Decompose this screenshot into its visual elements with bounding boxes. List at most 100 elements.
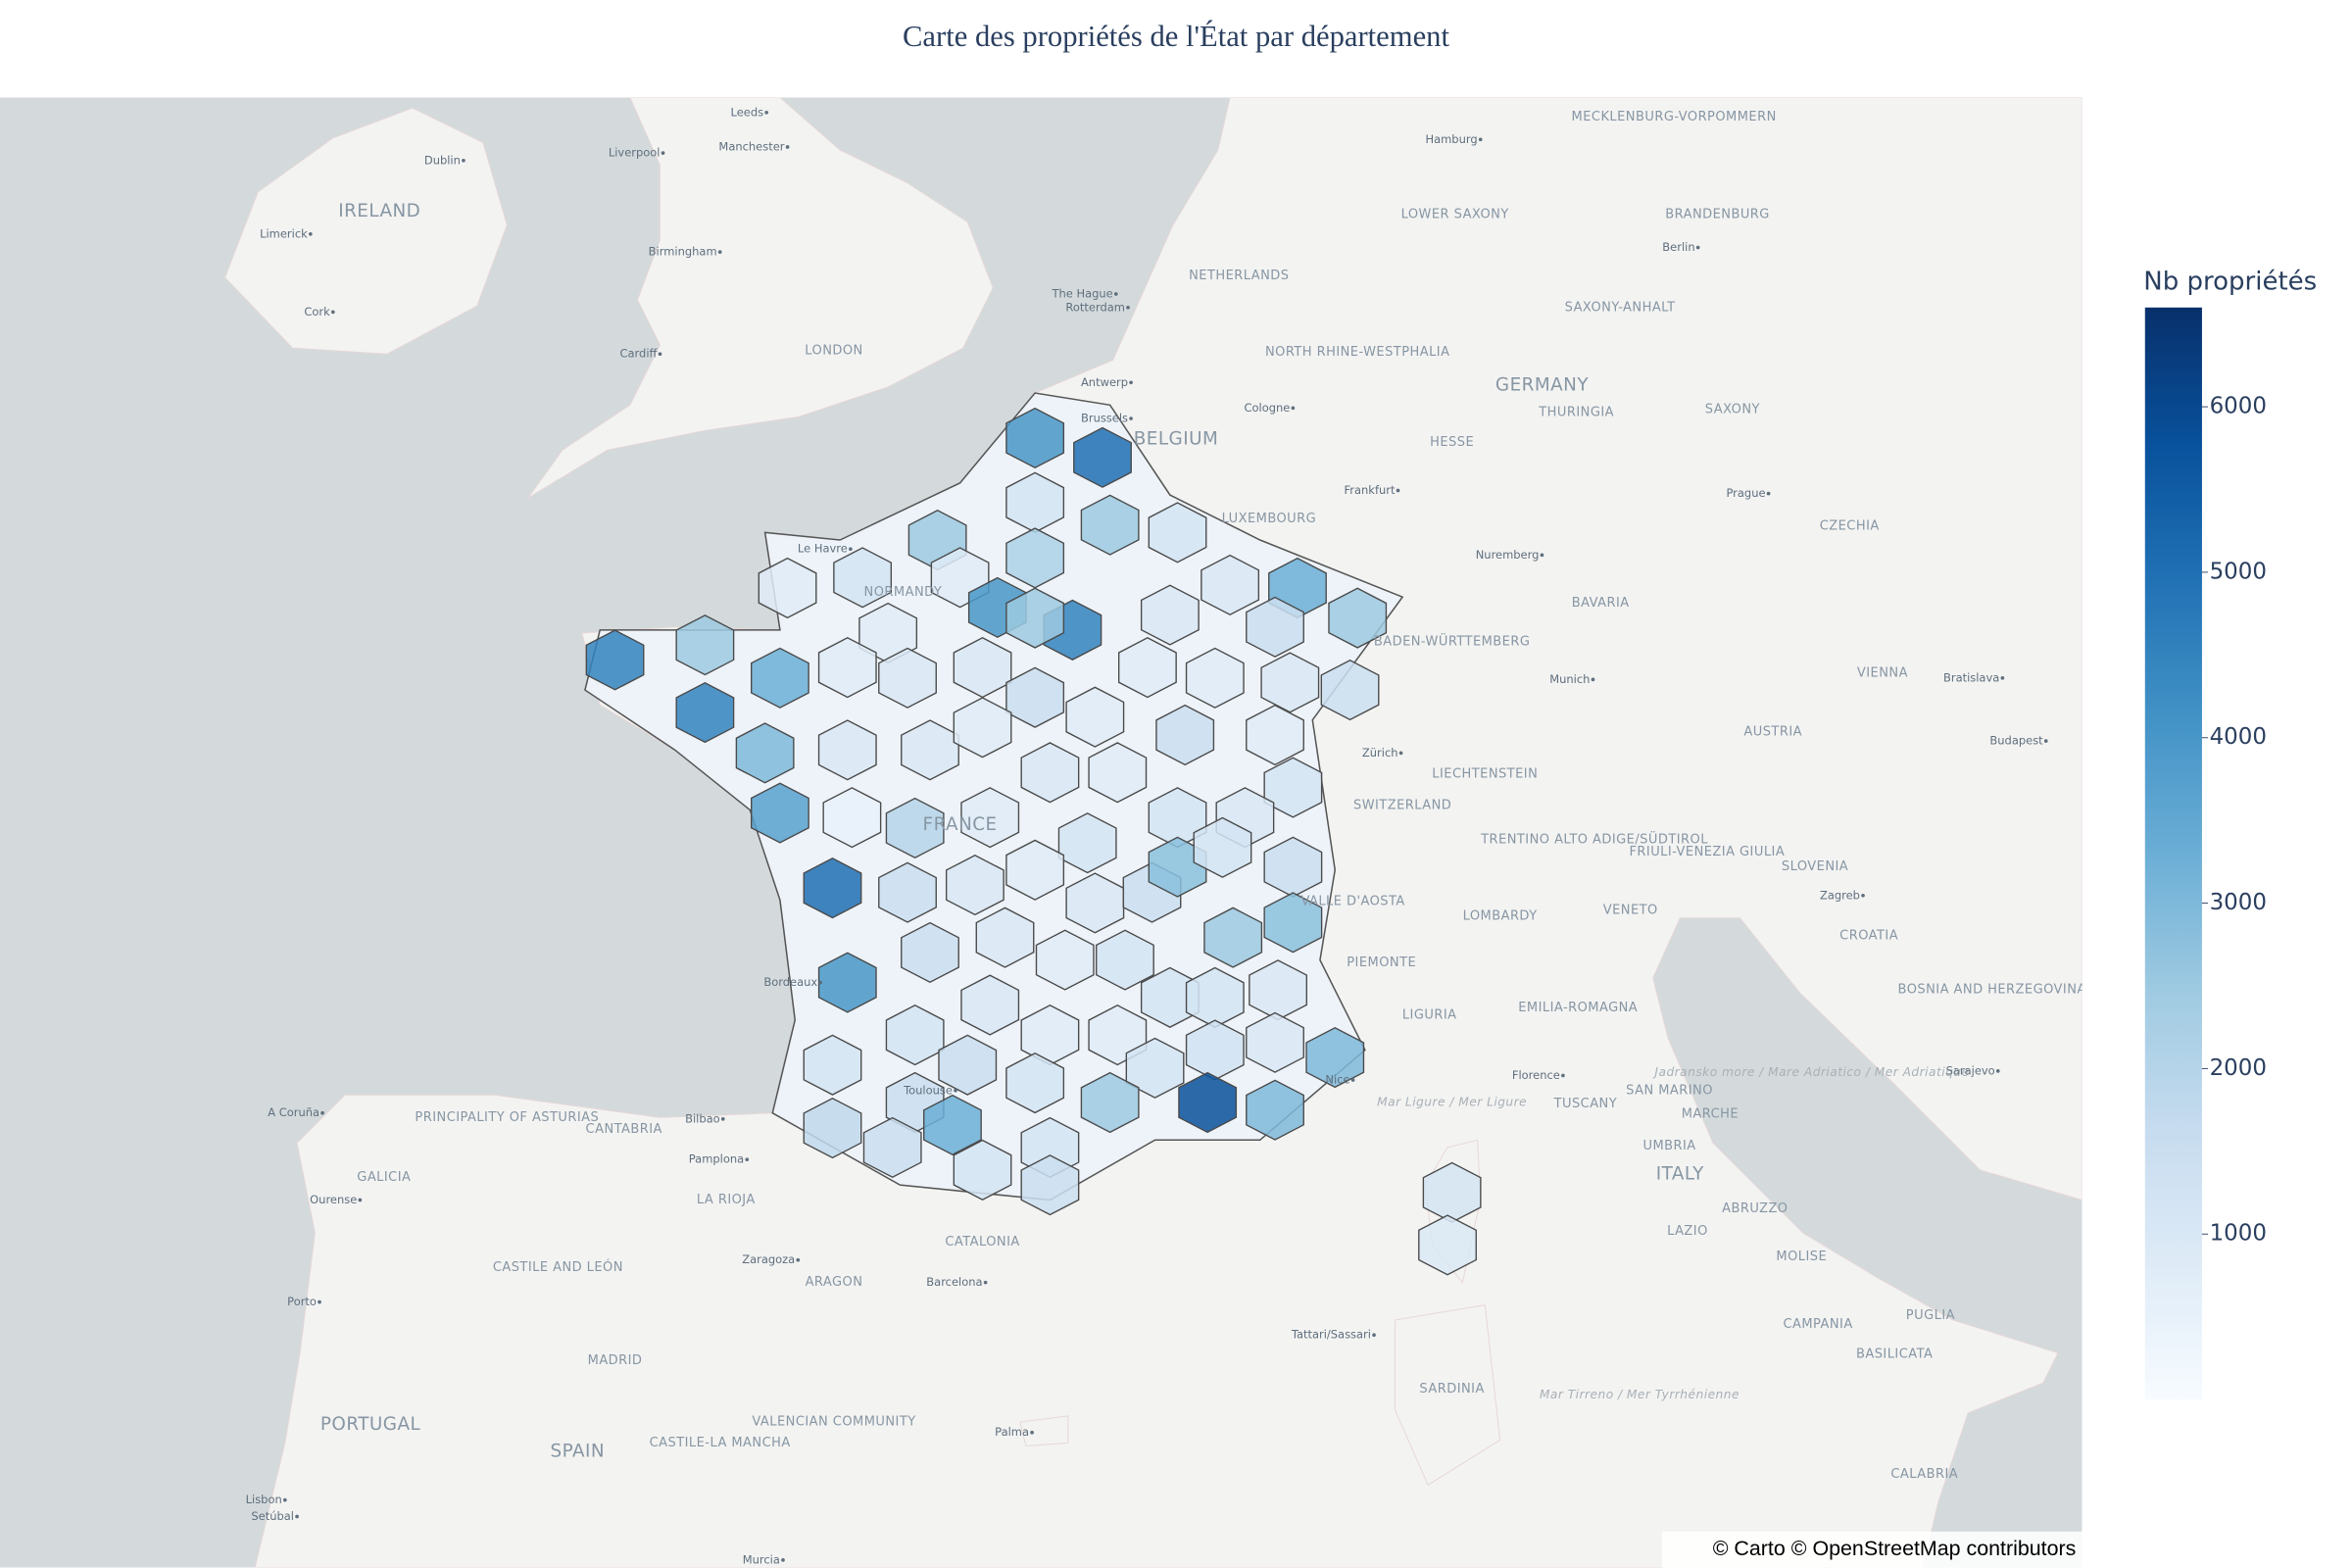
attribution[interactable]: © Carto © OpenStreetMap contributors (1713, 1537, 2077, 1560)
department (803, 1097, 862, 1159)
department (1035, 929, 1095, 991)
city-dot (1695, 245, 1700, 250)
city-label: A Coruña (268, 1105, 319, 1119)
department (975, 906, 1035, 968)
region-label: VALLE D'AOSTA (1300, 894, 1404, 908)
region-label: LIGURIA (1402, 1008, 1457, 1023)
department (1065, 686, 1125, 748)
region-label: FRIULI-VENEZIA GIULIA (1629, 845, 1785, 859)
department (923, 1094, 982, 1156)
city-label: Bilbao (685, 1111, 720, 1125)
city-dot (1291, 406, 1296, 411)
department (1005, 839, 1065, 901)
department (878, 647, 937, 709)
city-label: Sarajevo (1946, 1063, 1995, 1077)
city-label: Setúbal (251, 1509, 294, 1523)
department (675, 681, 735, 744)
region-label: CALABRIA (1890, 1467, 1958, 1482)
region-label: LAZIO (1667, 1224, 1708, 1239)
department (953, 697, 1012, 759)
city-dot (1129, 416, 1133, 420)
colorbar-tick-label: 1000 (2210, 1221, 2267, 1247)
department (1096, 929, 1154, 991)
region-label: LOWER SAXONY (1401, 207, 1509, 221)
region-label: SPAIN (551, 1442, 606, 1462)
ireland (224, 107, 508, 355)
city-label: Tattari/Sassari (1291, 1328, 1371, 1342)
region-label: NETHERLANDS (1189, 269, 1289, 283)
region-label: AUSTRIA (1743, 724, 1802, 739)
department (885, 797, 945, 858)
city-dot (1372, 1333, 1376, 1338)
attribution-box (1661, 1531, 2082, 1568)
department (817, 719, 877, 781)
city-dot (2000, 676, 2005, 680)
region-label: SAXONY (1705, 402, 1760, 416)
department (901, 921, 959, 984)
colorbar-tick-label: 2000 (2210, 1055, 2267, 1081)
city-label: Lisbon (246, 1493, 282, 1506)
city-dot (1350, 1078, 1355, 1082)
department (1185, 647, 1245, 709)
region-label: VENETO (1603, 904, 1658, 918)
region-label: LA RIOJA (697, 1193, 756, 1207)
city-dot (849, 547, 853, 552)
city-label: Nuremberg (1476, 548, 1540, 562)
region-label: BADEN-WÜRTTEMBERG (1374, 633, 1531, 650)
region-label: CANTABRIA (586, 1122, 662, 1137)
region-label: MECKLENBURG-VORPOMMERN (1572, 110, 1777, 124)
city-dot (318, 1299, 321, 1304)
department (1080, 494, 1140, 556)
region-label: PIEMONTE (1347, 956, 1416, 970)
department (1305, 1027, 1365, 1089)
region-label: ITALY (1656, 1163, 1704, 1184)
department (945, 854, 1004, 916)
department (1020, 742, 1080, 804)
department (862, 1116, 922, 1179)
region-label: BOSNIA AND HERZEGOVINA (1898, 983, 2086, 998)
britain (527, 97, 994, 499)
map[interactable]: IRELAND LONDON MECKLENBURG-VORPOMMERN LOWER… (0, 97, 2086, 1568)
city-dot (1540, 553, 1544, 558)
city-label: Brussels (1081, 412, 1128, 425)
city-label: Bordeaux (763, 975, 817, 989)
department (1320, 660, 1380, 721)
city-label: Hamburg (1425, 132, 1477, 146)
city-dot (1591, 677, 1595, 682)
region-label: Mar Tirreno / Mer Tyrrhénienne (1540, 1388, 1740, 1401)
department (833, 547, 893, 609)
department (1088, 742, 1148, 804)
city-label: Prague (1726, 486, 1765, 500)
department (1148, 502, 1207, 564)
city-dot (358, 1198, 363, 1202)
city-label: Ourense (310, 1193, 357, 1206)
region-label: ARAGON (806, 1275, 863, 1290)
region-label: Mar Ligure / Mer Ligure (1377, 1096, 1527, 1109)
city-label: Cardiff (619, 347, 658, 361)
city-dot (1398, 751, 1403, 756)
region-label: IRELAND (338, 201, 420, 221)
city-dot (796, 1257, 801, 1262)
region-label: CATALONIA (945, 1235, 1019, 1250)
region-label: LONDON (805, 344, 862, 359)
department (1193, 816, 1252, 878)
region-label: BRANDENBURG (1665, 207, 1770, 221)
city-dot (2043, 739, 2048, 743)
region-label: FRANCE (923, 814, 998, 835)
city-dot (309, 231, 313, 236)
department (1005, 407, 1065, 469)
department (1246, 1011, 1304, 1073)
region-label: CROATIA (1839, 929, 1898, 944)
colorbar: Nb propriétés 1000 2000 3000 4000 5000 6000 (2143, 267, 2317, 1400)
region-label: NORTH RHINE-WESTPHALIA (1265, 345, 1449, 360)
region-label: MOLISE (1776, 1250, 1827, 1264)
department (817, 637, 877, 699)
department (758, 557, 817, 619)
region-label: BASILICATA (1856, 1348, 1933, 1362)
region-label: PUGLIA (1906, 1308, 1955, 1323)
map-labels: IRELAND LONDON MECKLENBURG-VORPOMMERN LOWER… (246, 105, 2086, 1566)
department (585, 629, 645, 691)
city-label: Manchester (718, 140, 784, 154)
city-label: Berlin (1662, 240, 1694, 254)
region-label: BAVARIA (1572, 596, 1630, 611)
